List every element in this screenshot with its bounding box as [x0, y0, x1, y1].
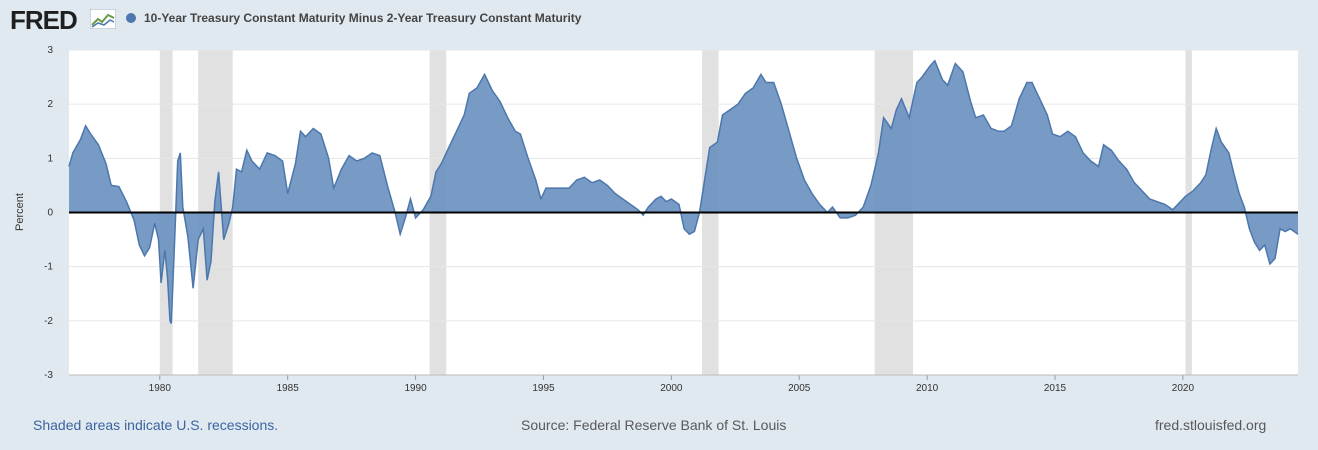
series [68, 59, 1299, 324]
x-tick-label: 1980 [149, 383, 172, 394]
x-tick-label: 2020 [1172, 383, 1195, 394]
y-tick-label: -3 [44, 370, 53, 381]
y-tick-label: 2 [47, 99, 53, 110]
x-tick-label: 2015 [1044, 383, 1067, 394]
x-tick-label: 1995 [532, 383, 555, 394]
y-tick-label: -1 [44, 262, 53, 273]
fred-graph-icon [90, 9, 116, 29]
legend-swatch [126, 13, 136, 23]
y-tick-label: 0 [47, 208, 53, 219]
y-axis-label: Percent [14, 193, 26, 231]
x-tick-label: 2010 [916, 383, 939, 394]
site-link[interactable]: fred.stlouisfed.org [1155, 417, 1267, 433]
x-tick-label: 1985 [277, 383, 300, 394]
series-area [69, 60, 1298, 324]
source-note: Source: Federal Reserve Bank of St. Loui… [521, 417, 787, 433]
axes: -3 -2 -1 0 1 2 3 1980 1985 1990 1995 2000 2005 2010 20… [44, 45, 1298, 394]
x-tick-label: 2000 [660, 383, 683, 394]
chart-legend[interactable]: 10-Year Treasury Constant Maturity Minus… [126, 11, 581, 25]
series-line [68, 59, 1299, 324]
x-tick-label: 1990 [404, 383, 427, 394]
legend-label: 10-Year Treasury Constant Maturity Minus… [144, 11, 582, 25]
fred-logo[interactable]: FRED [10, 5, 78, 35]
y-tick-label: 3 [47, 45, 53, 56]
y-tick-label: -2 [44, 316, 53, 327]
chart: -3 -2 -1 0 1 2 3 1980 1985 1990 1995 2000 2005 2010 20… [14, 45, 1299, 394]
y-tick-label: 1 [47, 153, 53, 164]
x-tick-label: 2005 [788, 383, 811, 394]
recession-note: Shaded areas indicate U.S. recessions. [33, 417, 279, 433]
